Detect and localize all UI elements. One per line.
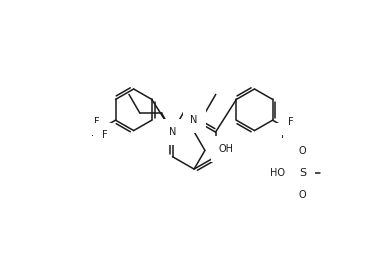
- Text: N: N: [190, 115, 198, 125]
- Text: F: F: [94, 117, 100, 127]
- Text: F: F: [102, 130, 108, 140]
- Text: F: F: [288, 117, 294, 127]
- Text: F: F: [292, 128, 298, 138]
- Text: S: S: [299, 168, 306, 178]
- Text: O: O: [299, 146, 307, 156]
- Text: O: O: [299, 190, 307, 200]
- Text: F: F: [281, 130, 286, 140]
- Text: N: N: [169, 127, 176, 137]
- Text: HO: HO: [270, 168, 285, 178]
- Text: F: F: [91, 128, 96, 138]
- Text: OH: OH: [219, 144, 234, 154]
